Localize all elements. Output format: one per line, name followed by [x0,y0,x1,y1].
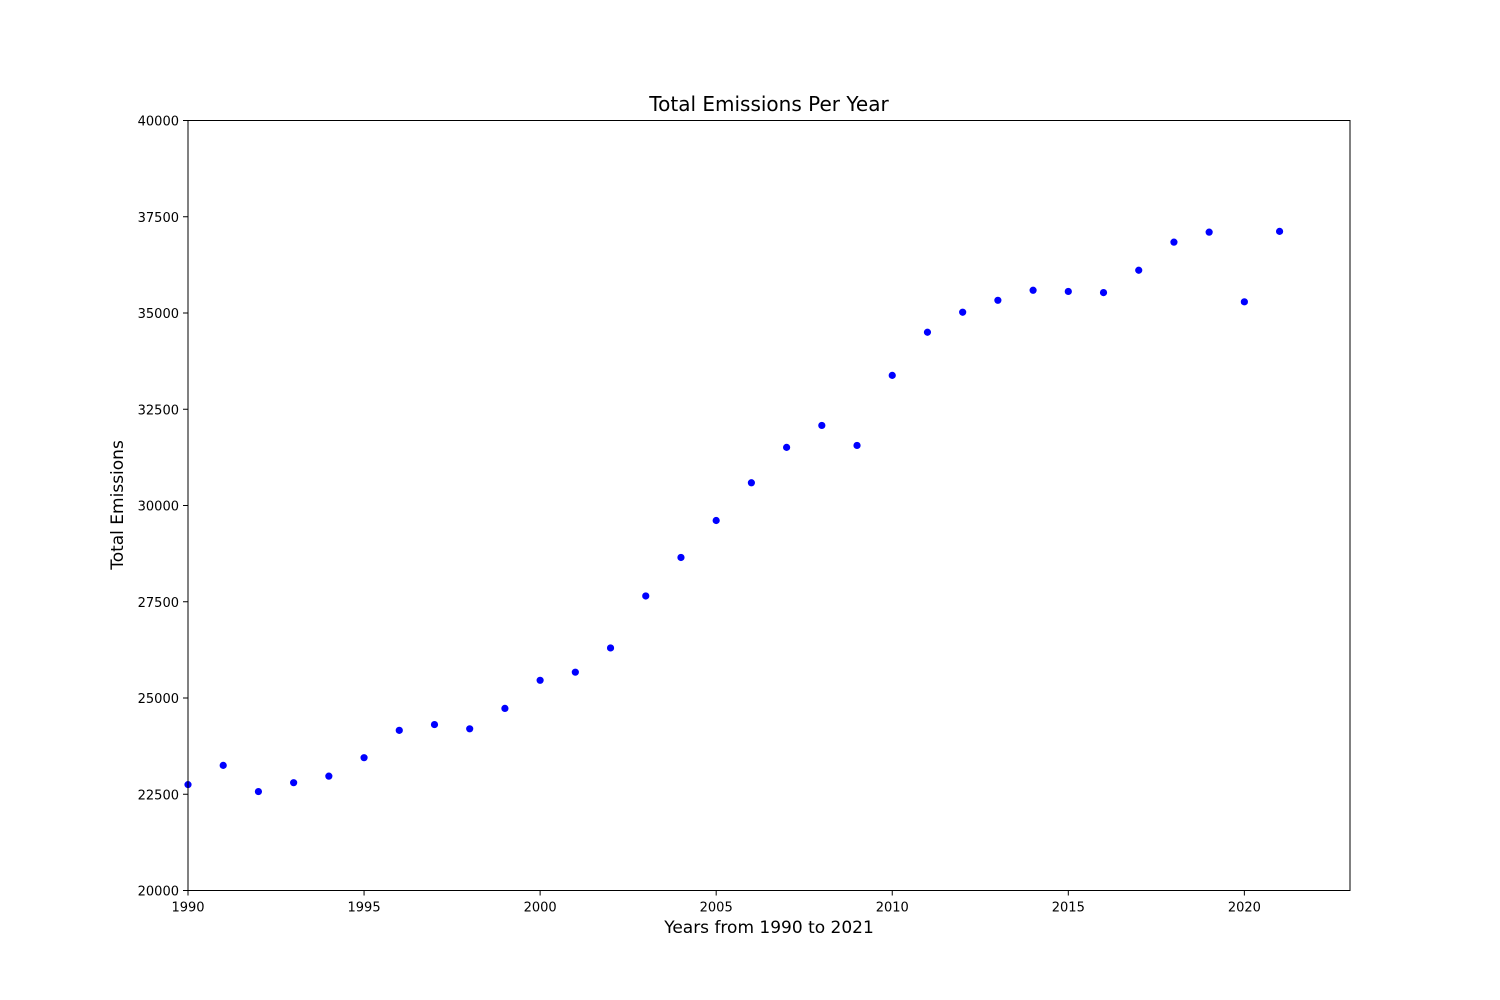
plot-area [183,226,1285,797]
data-point [253,786,264,797]
data-point [1169,237,1179,247]
x-tick-label: 2015 [1052,901,1085,916]
data-point [288,777,299,788]
y-tick-label: 30000 [138,500,179,515]
x-axis: 1990 1995 2000 2005 2010 2015 2020 [171,890,1261,916]
data-point [852,440,862,451]
data-point [394,725,405,736]
data-point [429,719,440,730]
data-point [711,515,721,526]
data-point [1204,227,1214,237]
data-point [993,295,1003,306]
y-tick-label: 27500 [138,596,179,611]
x-tick-label: 1990 [171,901,204,916]
data-point [957,307,968,318]
data-point [535,675,545,686]
data-point [1274,226,1285,237]
y-tick-label: 37500 [138,211,179,226]
data-point [1133,265,1144,276]
y-tick-label: 20000 [138,885,179,900]
data-point [640,591,651,601]
data-point [605,643,616,653]
y-axis-title: Total Emissions [108,440,128,571]
data-point [1063,286,1074,297]
data-point [1028,285,1038,296]
data-point [464,723,475,734]
x-tick-label: 2005 [700,901,733,916]
data-point [746,477,757,488]
data-point [1239,297,1250,307]
data-point [922,327,933,338]
data-point [1098,287,1109,298]
y-tick-label: 32500 [138,403,179,418]
data-point [218,760,229,771]
data-point [817,420,827,431]
y-tick-label: 25000 [138,692,179,707]
data-point [359,752,369,763]
x-axis-title: Years from 1990 to 2021 [663,918,874,938]
data-point [676,552,686,563]
y-tick-label: 35000 [138,307,179,322]
data-point [887,370,898,381]
x-tick-label: 2020 [1228,901,1261,916]
x-tick-label: 1995 [348,901,381,916]
data-point [324,771,334,781]
y-tick-label: 40000 [138,115,179,130]
x-tick-label: 2000 [524,901,557,916]
data-point [570,667,581,678]
chart-title: Total Emissions Per Year [648,92,889,116]
data-point [500,703,510,714]
y-tick-label: 22500 [138,788,179,803]
data-point [781,442,792,453]
x-tick-label: 2010 [876,901,909,916]
y-axis: 20000 22500 25000 27500 30000 32500 35000 37500… [138,115,188,900]
